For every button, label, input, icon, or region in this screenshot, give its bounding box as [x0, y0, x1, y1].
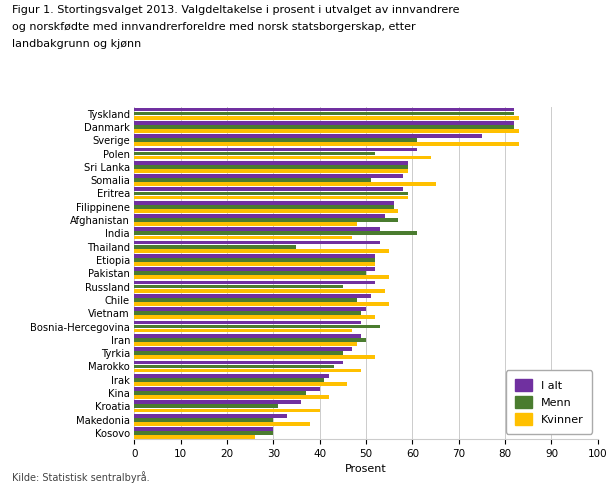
Bar — [134, 196, 407, 200]
Bar — [134, 395, 329, 399]
Bar — [134, 178, 371, 182]
Bar — [134, 129, 519, 133]
Bar — [134, 161, 407, 164]
Bar — [134, 382, 348, 386]
Bar — [134, 236, 352, 239]
Bar — [134, 209, 398, 213]
Bar — [134, 378, 325, 382]
Bar — [134, 218, 398, 222]
Bar — [134, 361, 343, 364]
Bar — [134, 142, 519, 146]
Bar — [134, 334, 361, 338]
Bar — [134, 156, 431, 160]
Text: og norskfødte med innvandrerforeldre med norsk statsborgerskap, etter: og norskfødte med innvandrerforeldre med… — [12, 22, 416, 32]
Bar — [134, 192, 407, 195]
Bar — [134, 222, 357, 226]
Legend: I alt, Menn, Kvinner: I alt, Menn, Kvinner — [506, 370, 592, 434]
Bar — [134, 275, 389, 279]
Bar — [134, 183, 436, 186]
Bar — [134, 116, 519, 120]
Bar — [134, 289, 384, 292]
Bar — [134, 351, 343, 355]
Bar — [134, 408, 320, 412]
Bar — [134, 249, 389, 253]
Bar — [134, 311, 361, 315]
Bar — [134, 329, 352, 332]
Bar — [134, 307, 366, 311]
Text: Figur 1. Stortingsvalget 2013. Valgdeltakelse i prosent i utvalget av innvandrer: Figur 1. Stortingsvalget 2013. Valgdelta… — [12, 5, 460, 15]
Bar — [134, 205, 394, 208]
Bar — [134, 365, 334, 368]
Bar — [134, 422, 310, 426]
Bar — [134, 138, 417, 142]
Bar — [134, 431, 273, 435]
Bar — [134, 302, 389, 306]
Bar — [134, 187, 403, 191]
Bar — [134, 405, 278, 408]
Bar — [134, 112, 514, 116]
Bar — [134, 285, 343, 288]
Bar — [134, 435, 255, 439]
Bar — [134, 347, 352, 351]
Bar — [134, 245, 296, 248]
Bar — [134, 387, 320, 391]
Bar — [134, 355, 375, 359]
Bar — [134, 342, 357, 346]
Bar — [134, 152, 375, 155]
Bar — [134, 427, 273, 431]
Bar — [134, 281, 375, 285]
Bar — [134, 169, 407, 173]
Bar — [134, 147, 417, 151]
Bar — [134, 165, 407, 169]
Bar — [134, 241, 380, 244]
X-axis label: Prosent: Prosent — [345, 465, 387, 474]
Bar — [134, 315, 375, 319]
Text: Kilde: Statistisk sentralbyrå.: Kilde: Statistisk sentralbyrå. — [12, 471, 150, 483]
Bar — [134, 401, 301, 404]
Bar — [134, 174, 403, 178]
Bar — [134, 267, 375, 271]
Bar — [134, 271, 366, 275]
Bar — [134, 374, 329, 378]
Bar — [134, 108, 514, 111]
Bar — [134, 298, 357, 302]
Bar — [134, 294, 371, 298]
Bar — [134, 214, 384, 218]
Bar — [134, 258, 375, 262]
Bar — [134, 391, 306, 395]
Bar — [134, 227, 380, 231]
Bar — [134, 201, 394, 204]
Bar — [134, 121, 514, 125]
Bar — [134, 125, 514, 129]
Bar — [134, 325, 380, 328]
Bar — [134, 134, 482, 138]
Bar — [134, 231, 417, 235]
Bar — [134, 338, 366, 342]
Bar — [134, 321, 361, 325]
Text: landbakgrunn og kjønn: landbakgrunn og kjønn — [12, 39, 142, 49]
Bar — [134, 414, 287, 418]
Bar — [134, 262, 375, 266]
Bar — [134, 368, 361, 372]
Bar — [134, 254, 375, 258]
Bar — [134, 418, 273, 422]
